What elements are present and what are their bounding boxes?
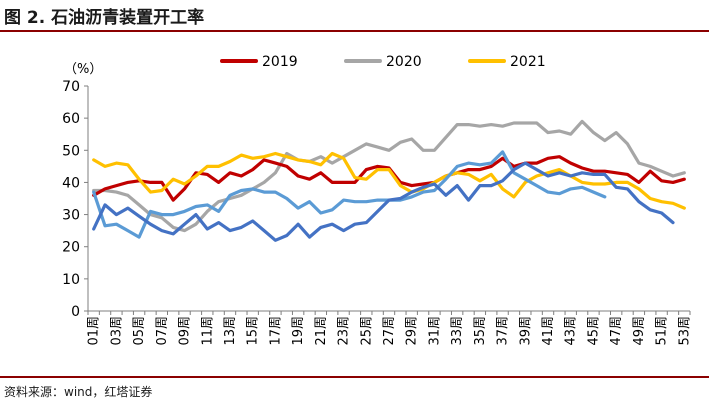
x-tick-label: 23周: [337, 316, 352, 346]
y-tick-label: 0: [71, 304, 80, 320]
series-line-unlabeled-4: [92, 150, 607, 239]
y-tick-label: 20: [62, 240, 80, 256]
x-tick-label: 53周: [677, 316, 692, 346]
x-tick-label: 39周: [518, 316, 533, 346]
series-line-unlabeled-3: [92, 161, 675, 242]
source-rule: [0, 376, 709, 378]
y-tick-label: 10: [62, 272, 80, 288]
x-tick-label: 31周: [427, 316, 442, 346]
source-note: 资料来源：wind，红塔证券: [4, 385, 153, 399]
x-tick-label: 43周: [564, 316, 579, 346]
title-rule: [0, 30, 709, 32]
x-tick-label: 03周: [109, 316, 124, 346]
x-tick-label: 37周: [496, 316, 511, 346]
x-tick-label: 41周: [541, 316, 556, 346]
y-tick-label: 70: [62, 79, 80, 95]
x-axis: 01周 03周 05周 07周 09周 11周 13周 15周 17周 19周 21周 23周 25周 2…: [87, 310, 692, 346]
x-tick-label: 01周: [87, 316, 102, 346]
y-tick-label: 60: [62, 111, 80, 127]
y-axis: 0 10 20 30 40 50 60 70: [62, 79, 89, 320]
x-tick-label: 29周: [405, 316, 420, 346]
x-tick-label: 35周: [473, 316, 488, 346]
x-tick-label: 33周: [450, 316, 465, 346]
x-tick-label: 45周: [586, 316, 601, 346]
y-axis-label: （%）: [64, 62, 102, 77]
legend-label-2021: 2021: [510, 54, 546, 70]
x-tick-label: 13周: [223, 316, 238, 346]
x-tick-label: 25周: [359, 316, 374, 346]
x-tick-label: 05周: [132, 316, 147, 346]
x-tick-label: 21周: [314, 316, 329, 346]
x-tick-label: 19周: [291, 316, 306, 346]
y-tick-label: 50: [62, 143, 80, 159]
x-tick-label: 49周: [632, 316, 647, 346]
legend: 2019 2020 2021: [220, 54, 546, 70]
plot-lines: [92, 119, 686, 242]
x-tick-label: 51周: [655, 316, 670, 346]
x-tick-label: 11周: [200, 316, 215, 346]
series-line-2021: [92, 151, 686, 210]
series-line-2020: [92, 119, 686, 233]
y-tick-label: 40: [62, 175, 80, 191]
x-tick-label: 47周: [609, 316, 624, 346]
legend-label-2020: 2020: [386, 54, 422, 70]
legend-label-2019: 2019: [262, 54, 298, 70]
figure-title: 图 2. 石油沥青装置开工率: [4, 8, 205, 28]
x-tick-label: 15周: [246, 316, 261, 346]
x-tick-label: 07周: [155, 316, 170, 346]
x-tick-label: 27周: [382, 316, 397, 346]
x-tick-label: 09周: [178, 316, 193, 346]
y-tick-label: 30: [62, 208, 80, 224]
x-tick-label: 17周: [268, 316, 283, 346]
